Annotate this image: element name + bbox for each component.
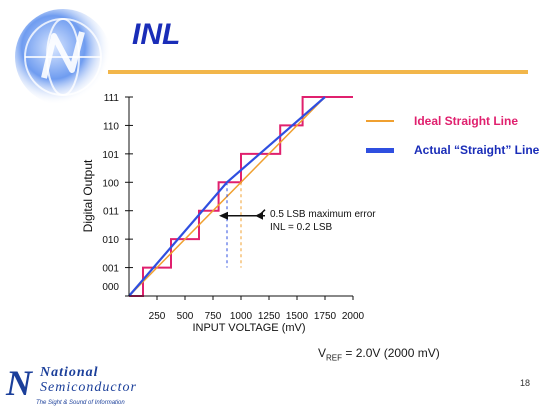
annotation-arrow-head [255, 211, 263, 220]
logo-word-national: National [40, 365, 99, 380]
national-semiconductor-logo: N National Semiconductor The Sight & Sou… [6, 362, 156, 412]
legend-actual-label: Actual “Straight” Line [414, 143, 540, 157]
legend-ideal-swatch [366, 120, 394, 122]
x-tick-label: 1250 [258, 311, 281, 322]
annotation-inl: INL = 0.2 LSB [270, 222, 332, 233]
y-axis-label: Digital Output [81, 159, 95, 232]
x-tick-label: 1500 [286, 311, 309, 322]
vref-note: VREF = 2.0V (2000 mV) [318, 346, 440, 362]
y-tick-label: 111 [104, 93, 120, 104]
logo-mark: N [6, 363, 32, 403]
y-tick-label: 010 [102, 235, 119, 246]
marker-layer [219, 182, 266, 268]
y-tick-label: 011 [103, 207, 119, 218]
x-tick-label: 1000 [230, 311, 253, 322]
x-tick-label: 750 [205, 311, 222, 322]
y-tick-label: 101 [102, 150, 119, 161]
legend-ideal: Ideal Straight Line [366, 114, 518, 128]
logo-tagline: The Sight & Sound of Information [36, 400, 125, 406]
x-tick-label: 1750 [314, 311, 337, 322]
y-tick-label: 000 [102, 282, 119, 293]
x-tick-label: 250 [149, 311, 166, 322]
legend-ideal-label: Ideal Straight Line [414, 114, 519, 128]
y-tick-label: 110 [103, 121, 119, 132]
vref-value: = 2.0V (2000 mV) [342, 346, 440, 360]
y-tick-label: 001 [102, 264, 119, 275]
vref-subscript: REF [326, 353, 343, 363]
annotation-max-error: 0.5 LSB maximum error [270, 209, 376, 220]
x-axis-label: INPUT VOLTAGE (mV) [192, 322, 305, 334]
vref-prefix: V [318, 346, 327, 360]
y-tick-label: 100 [102, 178, 119, 189]
slide-title: INL [132, 18, 181, 51]
globe-logo-icon [15, 9, 111, 105]
axes-layer: 250 500 750 1000 1250 1500 1750 2000 000 001 010 01… [102, 93, 364, 322]
x-tick-label: 500 [177, 311, 194, 322]
error-arrow-head [219, 211, 228, 220]
logo-word-semiconductor: Semiconductor [40, 380, 137, 395]
legend-actual-swatch [366, 147, 394, 153]
legend-actual: Actual “Straight” Line [366, 143, 539, 157]
page-number: 18 [520, 378, 531, 388]
x-tick-label: 2000 [342, 311, 365, 322]
title-underline [108, 70, 528, 74]
